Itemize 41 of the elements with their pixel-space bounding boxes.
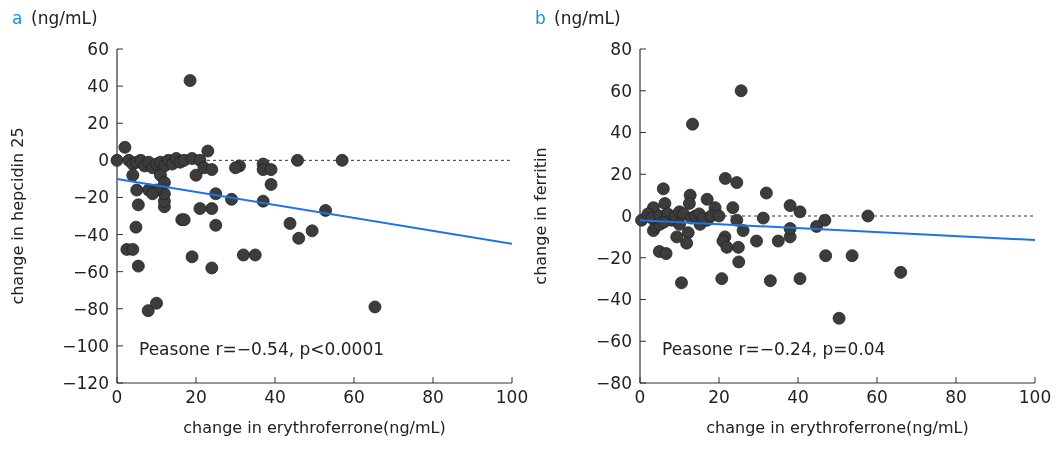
x-tick-label: 100 (495, 387, 529, 407)
chart-subtitle: (ng/mL) (554, 8, 621, 28)
x-tick-label: 40 (787, 387, 809, 407)
y-axis-title: change in hepcidin 25 (8, 127, 27, 305)
annotation: Peasone r=−0.24, p=0.04 (662, 339, 886, 359)
x-tick-label: 60 (343, 387, 365, 407)
y-tick-label: −80 (73, 298, 109, 319)
y-axis-title: change in ferritin (531, 147, 550, 285)
y-tick-label: −100 (62, 335, 109, 356)
y-tick-label: 20 (87, 113, 109, 134)
y-tick-label: −60 (73, 261, 109, 282)
x-tick-label: 80 (945, 387, 967, 407)
y-tick-label: 60 (87, 38, 109, 59)
y-tick-label: −40 (73, 224, 109, 245)
y-tick-label: −40 (596, 289, 632, 310)
y-tick-label: −120 (62, 372, 109, 393)
chart-subtitle: (ng/mL) (31, 8, 98, 28)
y-tick-label: 0 (621, 205, 632, 226)
y-tick-label: 20 (610, 164, 632, 185)
y-tick-label: −20 (73, 187, 109, 208)
x-tick-label: 20 (185, 387, 207, 407)
x-tick-label: 100 (1018, 387, 1052, 407)
x-tick-label: 80 (422, 387, 444, 407)
x-axis-title: change in erythroferrone(ng/mL) (183, 418, 446, 437)
y-tick-label: 60 (610, 80, 632, 101)
x-tick-label: 20 (708, 387, 730, 407)
x-tick-label: 0 (634, 387, 646, 407)
annotation: Peasone r=−0.54, p<0.0001 (139, 339, 385, 359)
y-tick-label: 80 (610, 38, 632, 59)
chart-title: b (535, 8, 546, 28)
y-tick-label: 0 (98, 150, 109, 171)
x-tick-label: 0 (111, 387, 123, 407)
y-tick-label: 40 (87, 76, 109, 97)
x-tick-label: 40 (264, 387, 286, 407)
x-axis-title: change in erythroferrone(ng/mL) (706, 418, 969, 437)
x-tick-label: 60 (866, 387, 888, 407)
y-tick-label: −20 (596, 247, 632, 268)
chart-title: a (12, 8, 23, 28)
y-tick-label: 40 (610, 122, 632, 143)
y-tick-label: −60 (596, 331, 632, 352)
y-tick-label: −80 (596, 372, 632, 393)
